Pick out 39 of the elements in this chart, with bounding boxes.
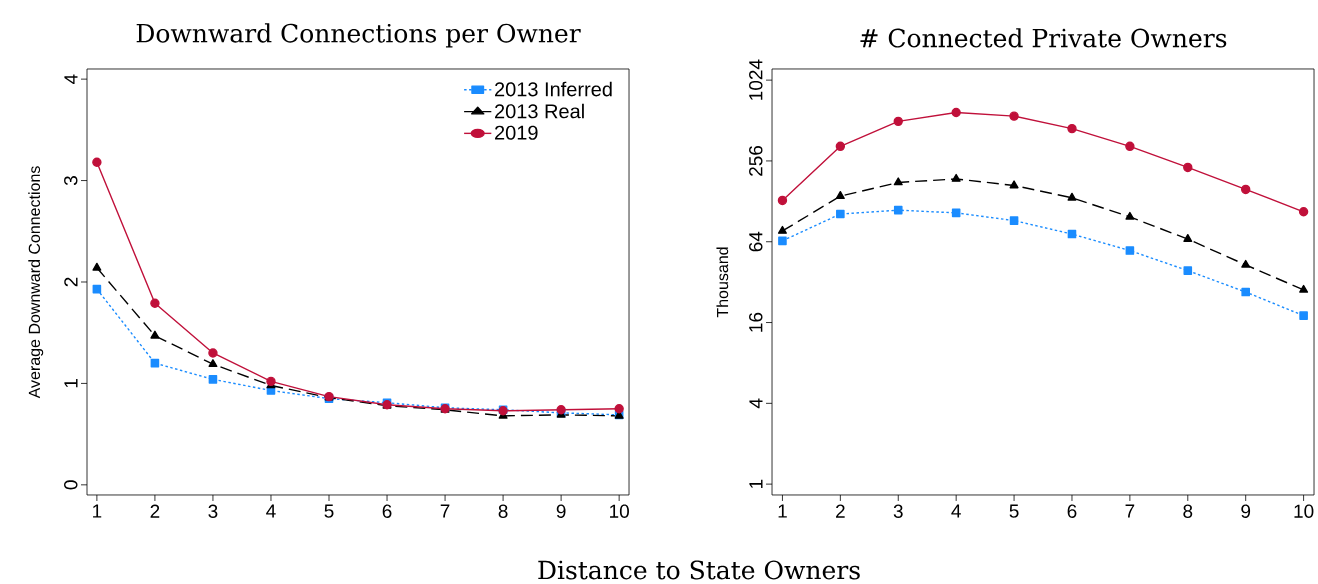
x-tick-label: 3 [893,504,903,518]
y-tick-label: 4 [749,398,763,409]
x-tick-label: 2 [836,504,845,518]
y-tick-label: 16 [749,312,763,332]
chart-title: Downward Connections per Owner [136,23,581,48]
x-tick-label: 4 [951,504,961,518]
y-tick-label: 4 [64,74,78,84]
x-tick-label: 8 [498,504,508,518]
y-tick-label: 1 [749,479,763,488]
y-tick-label: 256 [749,145,763,176]
x-axis-title: Distance to State Owners [538,560,860,580]
y-tick-label: 2 [64,277,78,287]
x-tick-label: 1 [778,504,787,518]
y-axis-title: Average Downward Connections [28,166,44,399]
legend-label: 2013 Real [495,103,584,119]
x-tick-label: 5 [1009,504,1019,518]
x-tick-label: 6 [1067,504,1077,518]
x-tick-label: 9 [556,504,566,518]
chart-title: # Connected Private Owners [860,28,1227,48]
x-tick-label: 10 [610,504,629,518]
x-tick-label: 4 [266,504,276,518]
x-tick-label: 3 [208,504,218,518]
x-tick-label: 10 [1294,504,1314,518]
x-tick-label: 7 [440,504,450,518]
x-tick-label: 7 [1125,504,1135,518]
x-tick-label: 2 [150,504,160,518]
y-tick-label: 64 [749,231,763,252]
x-tick-label: 8 [1183,504,1193,518]
x-tick-label: 5 [324,504,334,518]
y-tick-label: 1 [64,379,78,388]
x-tick-label: 6 [382,504,392,518]
x-tick-label: 9 [1241,504,1251,518]
legend-label: 2019 [495,125,538,140]
y-axis-title: Thousand [716,247,729,318]
x-tick-label: 1 [93,504,102,518]
y-tick-label: 0 [64,480,78,490]
y-tick-label: 3 [64,176,78,186]
legend-label: 2013 Inferred [495,81,612,97]
y-tick-label: 1024 [749,59,763,100]
